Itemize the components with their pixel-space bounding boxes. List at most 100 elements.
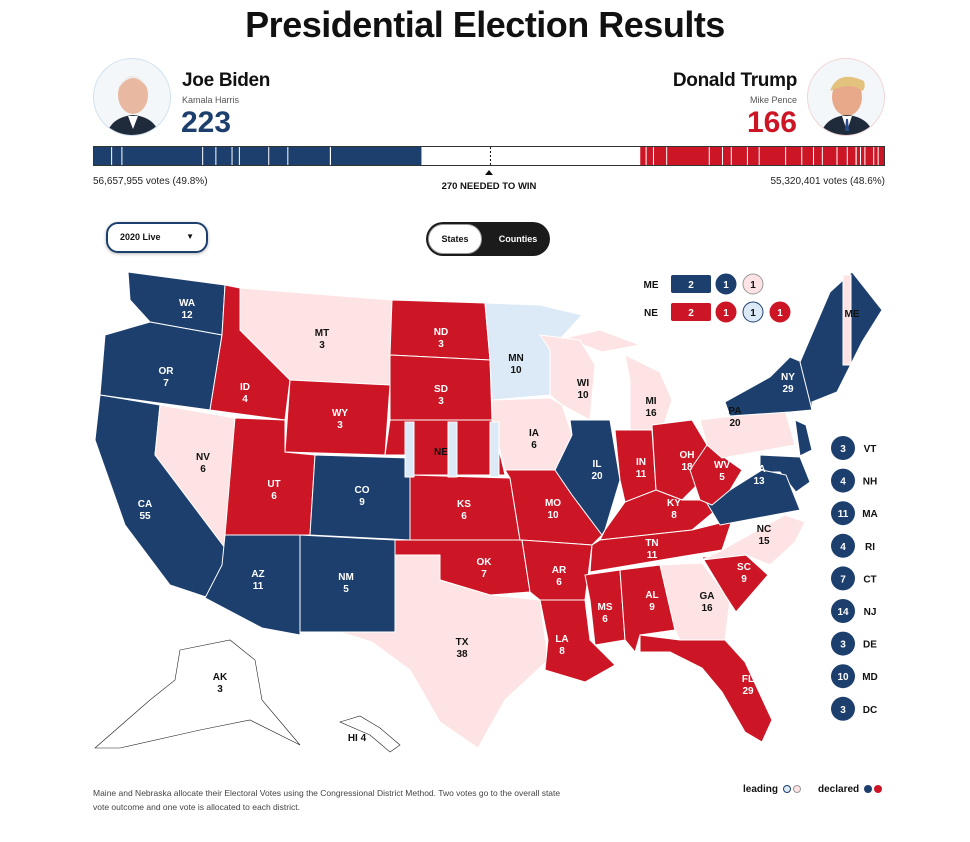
- state-tx[interactable]: [339, 554, 549, 749]
- state-label-nc: NC: [757, 524, 771, 535]
- state-tn[interactable]: [589, 519, 733, 573]
- leading-biden-dot: [782, 785, 791, 794]
- state-ev-ks: 6: [461, 511, 467, 522]
- small-state-label: DC: [863, 705, 877, 716]
- biden-running-mate: Kamala Harris: [182, 95, 240, 105]
- state-wi[interactable]: [538, 334, 596, 421]
- state-label-id: ID: [240, 382, 250, 393]
- small-state-label: DE: [863, 640, 877, 651]
- state-ev-ar: 6: [556, 577, 562, 588]
- small-state-ma-circle[interactable]: [831, 501, 855, 526]
- legend-leading: leading: [743, 784, 801, 795]
- state-ev-wi: 10: [577, 390, 589, 401]
- state-ev-ak: 3: [217, 684, 223, 695]
- state-label-me: ME: [845, 309, 860, 320]
- state-ev-ia: 6: [531, 440, 537, 451]
- state-ev-va: 13: [753, 476, 765, 487]
- state-label-wy: WY: [332, 408, 348, 419]
- toggle-counties[interactable]: Counties: [498, 234, 538, 244]
- state-label-in: IN: [636, 457, 646, 468]
- me-district-circle: [715, 273, 737, 295]
- state-label-ny: NY: [781, 372, 795, 383]
- state-ev-wy: 3: [337, 420, 343, 431]
- state-la[interactable]: [539, 599, 616, 683]
- state-label-mn: MN: [508, 353, 524, 364]
- state-label-wa: WA: [179, 298, 195, 309]
- small-state-ev: 11: [838, 509, 849, 520]
- state-label-fl: FL: [742, 674, 754, 685]
- ne-district-stripe: [404, 421, 415, 478]
- leading-trump-dot: [792, 785, 801, 794]
- small-state-ri-circle[interactable]: [831, 533, 855, 558]
- state-label-nd: ND: [434, 327, 448, 338]
- state-fl[interactable]: [639, 634, 773, 743]
- state-ev-id: 4: [242, 394, 248, 405]
- state-ev-wv: 5: [719, 472, 725, 483]
- small-state-md-circle[interactable]: [831, 664, 855, 689]
- state-ev-nc: 15: [758, 536, 770, 547]
- state-label-wi: WI: [577, 378, 589, 389]
- state-nc[interactable]: [701, 514, 806, 566]
- state-label-al: AL: [645, 590, 658, 601]
- state-ev-sc: 9: [741, 574, 747, 585]
- small-state-dc-circle[interactable]: [831, 696, 855, 721]
- year-select[interactable]: 2020 Live ▼: [106, 222, 208, 253]
- trump-name: Donald Trump: [672, 70, 797, 91]
- trump-popular-votes: 55,320,401 votes (48.6%): [770, 176, 885, 187]
- nj-shape[interactable]: [794, 419, 813, 457]
- state-label-ne: NE: [434, 447, 448, 458]
- small-state-label: NH: [863, 477, 877, 488]
- small-state-nh-circle[interactable]: [831, 468, 855, 493]
- state-label-ar: AR: [552, 565, 567, 576]
- ne-district-circle: [769, 301, 791, 323]
- state-ev-oh: 18: [681, 462, 693, 473]
- ne-district-circle: [715, 301, 737, 323]
- year-select-value: 2020 Live: [120, 232, 161, 242]
- ne-district-stripe: [447, 421, 458, 478]
- state-ev-mi: 16: [645, 408, 657, 419]
- ne-district-votes: 1: [750, 308, 756, 319]
- state-ms[interactable]: [584, 569, 626, 646]
- ne-district-stripe: [489, 421, 500, 478]
- state-ev-ca: 55: [139, 511, 151, 522]
- ne-at-large-votes: 2: [688, 308, 694, 319]
- state-me[interactable]: [799, 271, 883, 411]
- state-ev-or: 7: [163, 378, 169, 389]
- threshold-marker-icon: [485, 170, 493, 175]
- toggle-states[interactable]: States: [428, 224, 482, 254]
- trump-running-mate: Mike Pence: [749, 95, 797, 105]
- state-pa[interactable]: [699, 409, 796, 459]
- state-label-sc: SC: [737, 562, 751, 573]
- state-label-ok: OK: [477, 557, 493, 568]
- small-state-label: MA: [862, 509, 878, 520]
- needed-to-win-label: 270 NEEDED TO WIN: [441, 181, 537, 192]
- declared-trump-dot: [873, 785, 882, 794]
- state-label-ia: IA: [529, 428, 539, 439]
- small-state-vt-circle[interactable]: [831, 436, 855, 460]
- trump-bar-segment: [640, 147, 884, 165]
- state-ev-in: 11: [636, 469, 647, 480]
- state-ev-fl: 29: [742, 686, 754, 697]
- small-state-de-circle[interactable]: [831, 631, 855, 656]
- small-state-ev: 4: [840, 542, 846, 553]
- michigan-upper-peninsula[interactable]: [563, 329, 642, 353]
- state-hi[interactable]: [339, 715, 401, 753]
- legend-leading-label: leading: [743, 784, 779, 795]
- state-ev-nd: 3: [438, 339, 444, 350]
- view-toggle[interactable]: States Counties: [426, 222, 550, 256]
- state-ak[interactable]: [94, 639, 301, 749]
- state-label-pa: PA: [728, 406, 741, 417]
- trump-avatar: [807, 58, 885, 136]
- state-label-tn: TN: [645, 538, 658, 549]
- ne-district-votes: 1: [777, 308, 783, 319]
- legend-declared: declared: [818, 784, 882, 795]
- state-label-il: IL: [593, 459, 602, 470]
- me-district-stripe: [842, 274, 852, 366]
- biden-avatar: [93, 58, 171, 136]
- state-ev-al: 9: [649, 602, 655, 613]
- legend-declared-label: declared: [818, 784, 860, 795]
- state-label-mo: MO: [545, 498, 561, 509]
- state-label-oh: OH: [680, 450, 695, 461]
- small-state-nj-circle[interactable]: [831, 599, 855, 623]
- small-state-ct-circle[interactable]: [831, 566, 855, 591]
